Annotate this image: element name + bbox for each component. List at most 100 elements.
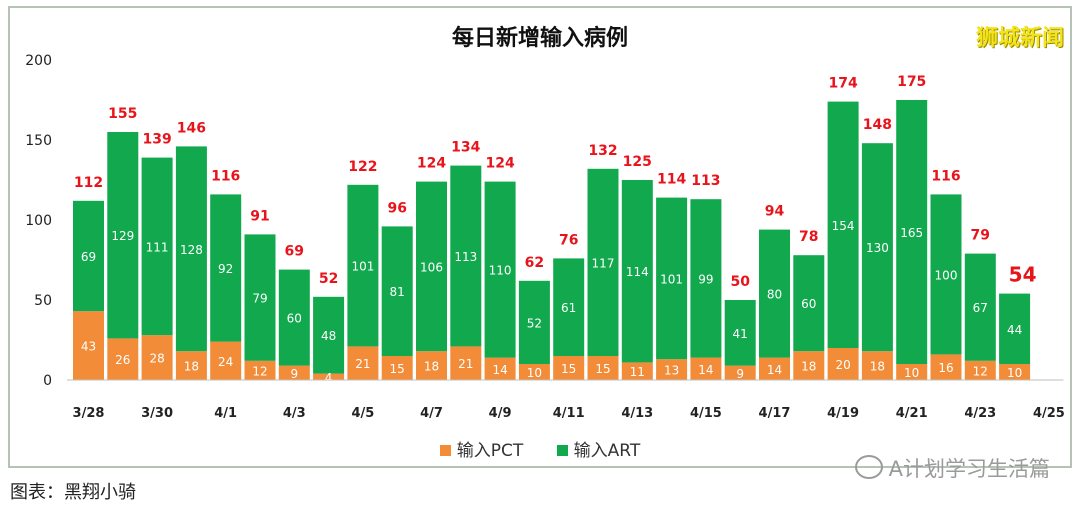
data-label-pct: 12 [973, 364, 988, 378]
data-label-pct: 12 [252, 364, 267, 378]
data-label-art: 110 [489, 264, 512, 278]
data-label-total: 116 [931, 168, 960, 184]
bar-art [999, 293, 1031, 364]
x-tick-label: 4/3 [283, 406, 306, 421]
bar-pct [656, 359, 688, 380]
bar-art [518, 280, 550, 364]
x-tick-label: 4/17 [759, 406, 791, 421]
bar-pct [107, 338, 139, 380]
bar-pct [964, 360, 996, 380]
data-label-art: 80 [767, 288, 782, 302]
data-label-total: 125 [623, 154, 652, 170]
data-label-total: 174 [828, 76, 857, 92]
x-tick-label: 4/19 [827, 406, 859, 421]
data-label-total: 122 [348, 159, 377, 175]
data-label-pct: 10 [527, 366, 542, 380]
x-tick-label: 4/15 [690, 406, 722, 421]
bar-art [759, 229, 790, 358]
data-label-art: 114 [626, 265, 649, 279]
bars-group: 4369112261291552811113918128146249211612… [73, 74, 1037, 385]
x-tick-label: 4/1 [214, 406, 237, 421]
data-label-art: 101 [351, 260, 374, 274]
data-label-art: 69 [81, 250, 96, 264]
data-label-pct: 14 [698, 363, 713, 377]
bar-art [896, 100, 928, 364]
data-label-art: 44 [1007, 323, 1022, 337]
x-tick-label: 3/28 [73, 406, 105, 421]
data-label-total: 79 [971, 228, 990, 244]
y-tick-label: 200 [25, 53, 52, 69]
y-axis: 0 50 100 150 200 [25, 53, 52, 389]
bar-art [107, 132, 139, 339]
y-tick-label: 100 [25, 213, 52, 229]
legend-item-pct: 输入PCT [439, 436, 524, 461]
bar-art [278, 269, 310, 366]
bar-art [450, 165, 482, 347]
bar-pct [999, 364, 1031, 380]
data-label-art: 113 [454, 250, 477, 264]
data-label-pct: 14 [492, 363, 507, 377]
bar-pct [416, 351, 447, 380]
wechat-account-label: A计划学习生活篇 [888, 457, 1050, 481]
data-label-art: 130 [866, 241, 889, 255]
data-label-total: 113 [691, 173, 720, 189]
x-tick-label: 4/13 [621, 406, 653, 421]
bar-art [244, 234, 276, 361]
brand-logo-text: 狮城新闻 [975, 26, 1064, 51]
x-tick-label: 4/9 [489, 406, 512, 421]
data-label-total: 54 [1009, 263, 1037, 287]
data-label-pct: 21 [458, 357, 473, 371]
bar-pct [347, 346, 379, 380]
x-tick-label: 4/7 [420, 406, 443, 421]
data-label-art: 81 [390, 285, 405, 299]
data-label-art: 48 [321, 329, 336, 343]
bar-art [587, 168, 619, 356]
bar-art [621, 180, 653, 363]
bar-pct [244, 360, 276, 380]
data-label-pct: 43 [81, 340, 96, 354]
bar-art [656, 197, 688, 360]
data-label-art: 111 [146, 240, 169, 254]
bar-art [381, 226, 413, 356]
data-label-art: 92 [218, 262, 233, 276]
bar-pct [793, 351, 825, 380]
data-label-total: 78 [799, 229, 818, 245]
data-label-art: 100 [935, 268, 958, 282]
chart-title: 每日新增输入病例 [451, 26, 628, 51]
data-label-art: 41 [733, 327, 748, 341]
data-label-art: 129 [111, 229, 134, 243]
bar-art [861, 143, 893, 352]
wechat-account: A计划学习生活篇 [854, 453, 1050, 483]
data-label-pct: 26 [115, 353, 130, 367]
bar-art [313, 296, 345, 374]
data-label-art: 52 [527, 316, 542, 330]
bar-art [73, 200, 104, 312]
bar-pct [484, 357, 516, 380]
data-label-pct: 9 [290, 367, 298, 381]
bar-pct [141, 335, 173, 380]
bar-pct [621, 362, 653, 380]
bar-art [347, 184, 379, 347]
y-tick-label: 50 [34, 293, 52, 309]
x-tick-label: 4/5 [351, 406, 374, 421]
legend-label-pct: 输入PCT [456, 441, 524, 461]
x-tick-label: 4/25 [1033, 406, 1065, 421]
data-label-art: 61 [561, 301, 576, 315]
bar-pct [896, 364, 928, 380]
bar-art [416, 181, 447, 352]
x-tick-label: 3/30 [141, 406, 173, 421]
bar-art [141, 157, 173, 336]
data-label-art: 106 [420, 260, 443, 274]
x-tick-label: 4/21 [896, 406, 928, 421]
bar-art [964, 253, 996, 361]
data-label-total: 50 [730, 274, 750, 290]
data-label-pct: 15 [390, 362, 405, 376]
data-label-total: 148 [863, 117, 892, 133]
data-label-pct: 9 [736, 367, 744, 381]
data-label-pct: 15 [561, 362, 576, 376]
data-label-pct: 18 [424, 360, 439, 374]
data-label-total: 91 [250, 208, 269, 224]
data-label-total: 69 [285, 244, 304, 260]
legend-label-art: 输入ART [573, 441, 641, 461]
